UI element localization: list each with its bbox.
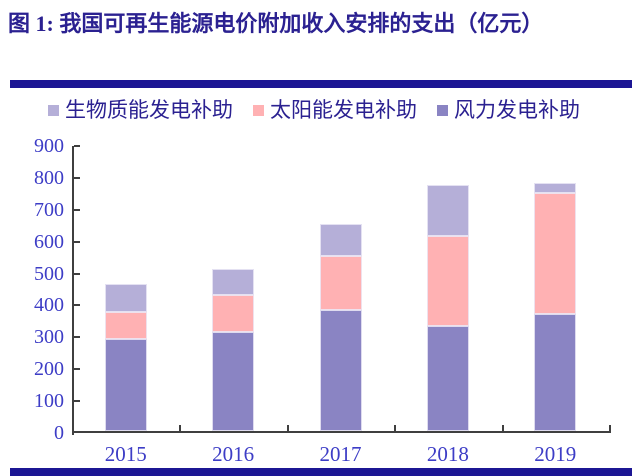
figure-title: 图 1: 我国可再生能源电价附加收入安排的支出（亿元） xyxy=(8,11,544,36)
y-axis-label: 700 xyxy=(34,198,64,221)
legend-item: 生物质能发电补助 xyxy=(48,97,233,123)
y-axis-label: 600 xyxy=(34,230,64,253)
bar-segment-生物质能发电补助 xyxy=(212,269,255,296)
x-axis-label: 2018 xyxy=(426,442,469,466)
legend-swatch-icon xyxy=(48,104,59,116)
y-axis-tick xyxy=(74,145,80,147)
x-axis-label: 2016 xyxy=(212,442,255,466)
bar-segment-太阳能发电补助 xyxy=(534,193,577,314)
y-axis-tick xyxy=(74,272,80,275)
y-axis-tick xyxy=(74,208,80,211)
x-axis-tick xyxy=(179,425,182,431)
legend-label: 太阳能发电补助 xyxy=(270,98,417,122)
legend-label: 风力发电补助 xyxy=(454,98,580,122)
y-axis-tick xyxy=(74,240,80,243)
y-axis-label: 400 xyxy=(34,294,64,317)
bar-segment-太阳能发电补助 xyxy=(104,312,147,339)
y-axis-line xyxy=(72,146,74,435)
chart-legend: 生物质能发电补助 太阳能发电补助 风力发电补助 xyxy=(48,97,580,123)
y-axis-label: 200 xyxy=(34,358,64,381)
y-axis-label: 900 xyxy=(34,135,64,157)
bar-segment-风力发电补助 xyxy=(426,326,469,431)
bar-segment-风力发电补助 xyxy=(212,332,255,431)
y-axis-label: 300 xyxy=(34,326,64,349)
x-axis-label: 2017 xyxy=(319,442,362,466)
bar-segment-太阳能发电补助 xyxy=(426,235,469,327)
bottom-divider xyxy=(10,468,632,476)
bar-segment-太阳能发电补助 xyxy=(319,255,362,310)
x-axis-tick xyxy=(286,425,289,431)
legend-label: 生物质能发电补助 xyxy=(65,98,233,122)
y-axis-label: 100 xyxy=(34,390,64,413)
legend-item: 太阳能发电补助 xyxy=(253,97,417,123)
y-axis-tick xyxy=(74,176,80,179)
bar-segment-生物质能发电补助 xyxy=(426,185,469,236)
x-axis-tick xyxy=(609,425,611,431)
bar-segment-太阳能发电补助 xyxy=(212,295,255,333)
x-axis-tick xyxy=(394,425,397,431)
bar-segment-风力发电补助 xyxy=(319,309,362,431)
legend-swatch-icon xyxy=(253,104,264,116)
bar-segment-风力发电补助 xyxy=(104,338,147,431)
y-axis-label: 500 xyxy=(34,262,64,285)
bar-segment-生物质能发电补助 xyxy=(534,182,577,194)
bar-segment-风力发电补助 xyxy=(534,313,577,431)
y-axis-tick xyxy=(74,336,80,339)
x-axis-line xyxy=(72,431,611,433)
x-axis-label: 2015 xyxy=(104,442,147,466)
top-divider xyxy=(10,80,632,88)
x-axis-tick xyxy=(72,425,74,431)
legend-swatch-icon xyxy=(437,104,448,116)
y-axis-label: 0 xyxy=(54,422,64,444)
y-axis-tick xyxy=(74,304,80,307)
y-axis-tick xyxy=(74,400,80,403)
y-axis-label: 800 xyxy=(34,166,64,189)
bar-segment-生物质能发电补助 xyxy=(104,283,147,313)
x-axis-label: 2019 xyxy=(534,442,577,466)
bar-segment-生物质能发电补助 xyxy=(319,223,362,256)
legend-item: 风力发电补助 xyxy=(437,97,580,123)
y-axis-tick xyxy=(74,368,80,371)
x-axis-tick xyxy=(501,425,504,431)
